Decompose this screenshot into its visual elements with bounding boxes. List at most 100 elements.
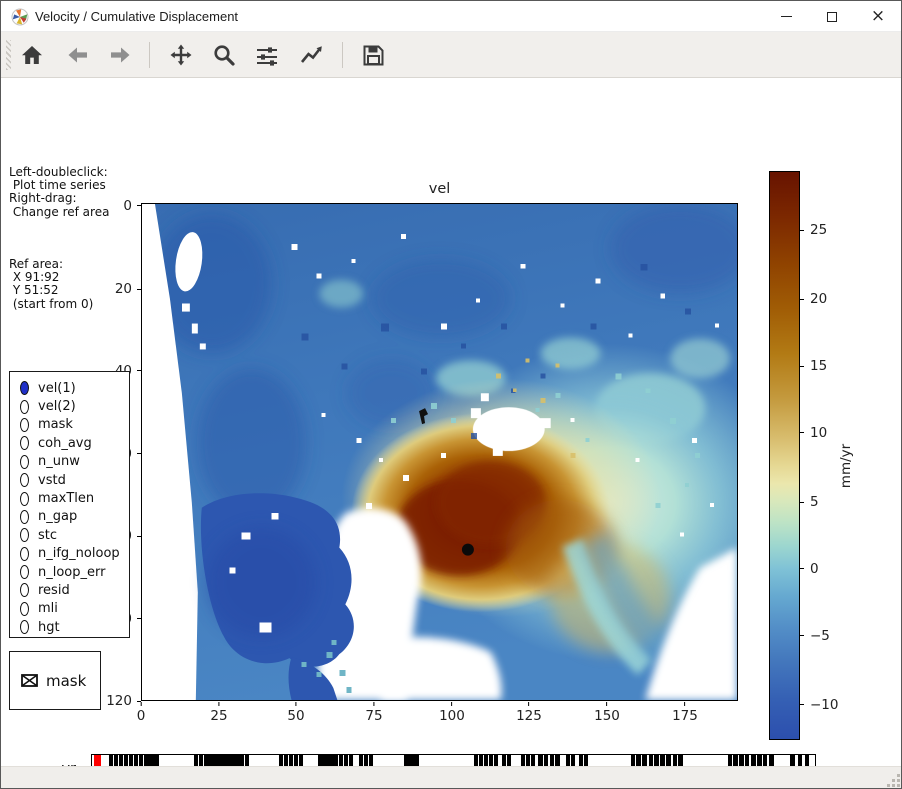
radio-button-icon	[20, 492, 29, 506]
colorbar-tick-label: 25	[810, 222, 827, 238]
x-tick: 25	[210, 702, 227, 724]
ref-text-line: (start from 0)	[9, 298, 93, 311]
checked-checkbox-icon	[21, 674, 38, 687]
maximize-icon	[827, 12, 837, 22]
save-button[interactable]	[360, 42, 386, 68]
layer-label: vel(1)	[38, 381, 76, 396]
layer-label: resid	[38, 583, 70, 598]
close-button[interactable]: ×	[855, 1, 901, 32]
back-button[interactable]	[65, 42, 91, 68]
velocity-map[interactable]	[141, 203, 738, 701]
x-tick-mark	[684, 702, 685, 706]
layer-radio-option[interactable]: stc	[20, 526, 129, 544]
colorbar-tick-label: 0	[810, 561, 819, 577]
colorbar-tick-label: 15	[810, 358, 827, 374]
layer-radio-option[interactable]: vel(2)	[20, 397, 129, 415]
toolbar-separator	[342, 42, 343, 68]
y-tick: 0	[123, 198, 141, 214]
pan-icon	[169, 43, 193, 67]
zoom-button[interactable]	[211, 42, 237, 68]
map-title: vel	[141, 181, 738, 197]
layer-radio-option[interactable]: n_unw	[20, 453, 129, 471]
layer-radio-option[interactable]: mask	[20, 416, 129, 434]
ref-text-line: Y 51:52	[9, 284, 93, 297]
colorbar-tick-mark	[800, 568, 804, 569]
layer-radio-option[interactable]: n_loop_err	[20, 563, 129, 581]
status-bar	[1, 766, 902, 789]
layer-selector-panel: vel(1) vel(2) mask coh_avg	[9, 371, 130, 638]
mask-toggle-label: mask	[46, 672, 86, 690]
forward-arrow-icon	[108, 43, 132, 67]
x-tick: 50	[287, 702, 304, 724]
colorbar-tick-label: 10	[810, 425, 827, 441]
y-tick-label: 120	[106, 693, 132, 709]
figure-canvas: Left-doubleclick: Plot time seriesRight-…	[1, 78, 902, 766]
sliders-icon	[255, 43, 279, 67]
titlebar: Velocity / Cumulative Displacement ×	[1, 1, 901, 32]
layer-label: vstd	[38, 473, 66, 488]
save-icon	[361, 43, 385, 67]
matplotlib-logo-icon	[11, 8, 29, 30]
line-chart-icon	[300, 43, 324, 67]
colorbar-tick: 20	[800, 291, 827, 307]
radio-button-icon	[20, 602, 29, 616]
layer-label: mli	[38, 601, 58, 616]
toolbar-gripper[interactable]	[6, 40, 11, 70]
x-tick-label: 25	[210, 708, 227, 724]
y-tick: 20	[115, 281, 141, 297]
layer-label: n_ifg_noloop	[38, 546, 120, 561]
maximize-button[interactable]	[809, 1, 855, 32]
x-tick: 150	[594, 702, 620, 724]
x-tick-label: 125	[516, 708, 542, 724]
configure-subplots-button[interactable]	[254, 42, 280, 68]
edit-parameters-button[interactable]	[299, 42, 325, 68]
colorbar-tick: 5	[800, 494, 819, 510]
colorbar-tick-label: −5	[810, 628, 830, 644]
radio-button-icon	[20, 547, 29, 561]
layer-radio-option[interactable]: mli	[20, 600, 129, 618]
mask-toggle-panel[interactable]: mask	[9, 651, 101, 710]
layer-label: n_unw	[38, 454, 80, 469]
y-tick-mark	[137, 536, 141, 537]
window-title: Velocity / Cumulative Displacement	[35, 9, 238, 24]
colorbar-tick: −10	[800, 697, 839, 713]
layer-label: maxTlen	[38, 491, 94, 506]
radio-button-icon	[20, 473, 29, 487]
radio-button-icon	[20, 510, 29, 524]
x-tick: 100	[439, 702, 465, 724]
pan-button[interactable]	[168, 42, 194, 68]
layer-radio-option[interactable]: resid	[20, 581, 129, 599]
layer-radio-option[interactable]: coh_avg	[20, 434, 129, 452]
radio-button-icon	[20, 528, 29, 542]
resize-grip[interactable]	[897, 784, 900, 787]
colorbar-tick-mark	[800, 366, 804, 367]
y-tick-mark	[137, 701, 141, 702]
layer-radio-option[interactable]: n_gap	[20, 508, 129, 526]
radio-button-icon	[20, 583, 29, 597]
ref-area-text: Ref area: X 91:92 Y 51:52 (start from 0)	[9, 258, 93, 311]
x-tick-mark	[218, 702, 219, 706]
y-tick-label: 0	[123, 198, 132, 214]
x-tick-label: 75	[365, 708, 382, 724]
map-x-axis: 0 25 50 75 100	[141, 702, 738, 730]
y-tick-mark	[137, 453, 141, 454]
layer-radio-option[interactable]: vstd	[20, 471, 129, 489]
colorbar-unit-label: mm/yr	[838, 444, 854, 488]
back-arrow-icon	[66, 43, 90, 67]
layer-label: stc	[38, 528, 57, 543]
y-tick: 120	[106, 693, 141, 709]
navigation-toolbar	[1, 32, 901, 78]
layer-label: mask	[38, 417, 73, 432]
home-button[interactable]	[19, 42, 45, 68]
layer-radio-option[interactable]: maxTlen	[20, 489, 129, 507]
layer-radio-option[interactable]: n_ifg_noloop	[20, 545, 129, 563]
layer-radio-option[interactable]: vel(1)	[20, 379, 129, 397]
layer-radio-option[interactable]: hgt	[20, 618, 129, 636]
radio-button-icon	[20, 436, 29, 450]
colorbar-tick-mark	[800, 704, 804, 705]
minimize-button[interactable]	[763, 1, 809, 32]
y-tick-label: 20	[115, 281, 132, 297]
x-tick: 75	[365, 702, 382, 724]
forward-button[interactable]	[107, 42, 133, 68]
y-tick-mark	[137, 205, 141, 206]
